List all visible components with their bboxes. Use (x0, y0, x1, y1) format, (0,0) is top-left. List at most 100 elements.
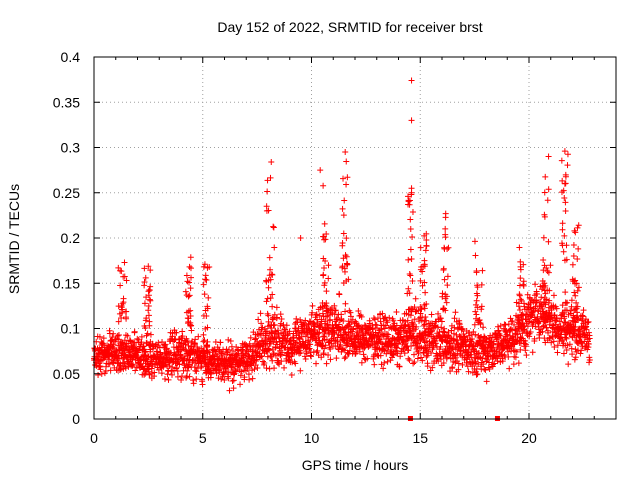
data-point (408, 255, 415, 262)
data-point (107, 337, 114, 344)
data-point (320, 233, 327, 240)
data-point (469, 336, 476, 343)
data-point (316, 329, 323, 336)
data-point (101, 354, 108, 361)
data-point (108, 349, 115, 356)
data-point (187, 307, 194, 314)
y-tick-label: 0.35 (53, 94, 80, 110)
data-point (314, 347, 321, 354)
data-point (537, 298, 544, 305)
data-point (429, 364, 436, 371)
data-point (408, 189, 415, 196)
data-point (569, 261, 576, 268)
x-tick-label: 10 (304, 430, 320, 446)
data-point (308, 353, 315, 360)
data-point (178, 377, 185, 384)
data-point (474, 371, 481, 378)
data-point (321, 220, 328, 227)
data-point (305, 321, 312, 328)
data-point (405, 198, 412, 205)
data-point (187, 265, 194, 272)
data-point (355, 344, 362, 351)
data-point (397, 353, 404, 360)
data-point (558, 189, 565, 196)
data-point (382, 314, 389, 321)
data-point (269, 315, 276, 322)
data-point (382, 322, 389, 329)
data-point (190, 377, 197, 384)
data-point (341, 268, 348, 275)
data-point (273, 304, 280, 311)
data-point (560, 310, 567, 317)
y-tick-label: 0.05 (53, 366, 80, 382)
data-point (559, 226, 566, 233)
data-point (245, 371, 252, 378)
data-point (478, 281, 485, 288)
data-point (337, 317, 344, 324)
data-point (542, 290, 549, 297)
data-point (320, 333, 327, 340)
data-point (141, 265, 148, 272)
data-point (339, 242, 346, 249)
data-point (586, 335, 593, 342)
data-point (440, 305, 447, 312)
data-point (538, 294, 545, 301)
data-point (337, 341, 344, 348)
data-point (322, 236, 329, 243)
data-point (320, 271, 327, 278)
data-point (340, 175, 347, 182)
data-point (421, 261, 428, 268)
data-point (438, 318, 445, 325)
data-point (384, 358, 391, 365)
y-tick-label: 0.1 (61, 321, 81, 337)
data-point (141, 300, 148, 307)
data-point (257, 310, 264, 317)
data-point (444, 282, 451, 289)
data-point (145, 312, 152, 319)
data-point (269, 357, 276, 364)
chart-title: Day 152 of 2022, SRMTID for receiver brs… (217, 19, 483, 35)
x-tick-label: 15 (412, 430, 428, 446)
data-point (435, 310, 442, 317)
data-point (438, 356, 445, 363)
data-point (268, 271, 275, 278)
data-point (415, 340, 422, 347)
data-point (183, 272, 190, 279)
data-point (554, 342, 561, 349)
data-point (409, 209, 416, 216)
x-tick-label: 0 (90, 430, 98, 446)
data-point (564, 162, 571, 169)
data-point (230, 385, 237, 392)
data-point (225, 375, 232, 382)
x-tick-label: 5 (199, 430, 207, 446)
data-point (396, 363, 403, 370)
data-point (540, 257, 547, 264)
data-point (293, 339, 300, 346)
data-point (586, 357, 593, 364)
data-point (532, 281, 539, 288)
data-point (269, 291, 276, 298)
data-point (165, 367, 172, 374)
data-point (405, 201, 412, 208)
data-point (145, 307, 152, 314)
data-point (200, 312, 207, 319)
data-point (473, 269, 480, 276)
data-point (169, 364, 176, 371)
data-point (413, 323, 420, 330)
data-point (550, 338, 557, 345)
data-point (277, 352, 284, 359)
data-point (123, 277, 130, 284)
data-point (147, 297, 154, 304)
data-point (571, 307, 578, 314)
data-point (558, 157, 565, 164)
data-point (125, 363, 132, 370)
data-point (106, 361, 113, 368)
data-point (571, 289, 578, 296)
data-point (509, 317, 516, 324)
data-point (100, 335, 107, 342)
data-point (174, 373, 181, 380)
data-point (403, 343, 410, 350)
data-point (561, 232, 568, 239)
data-point (567, 307, 574, 314)
data-point (147, 283, 154, 290)
